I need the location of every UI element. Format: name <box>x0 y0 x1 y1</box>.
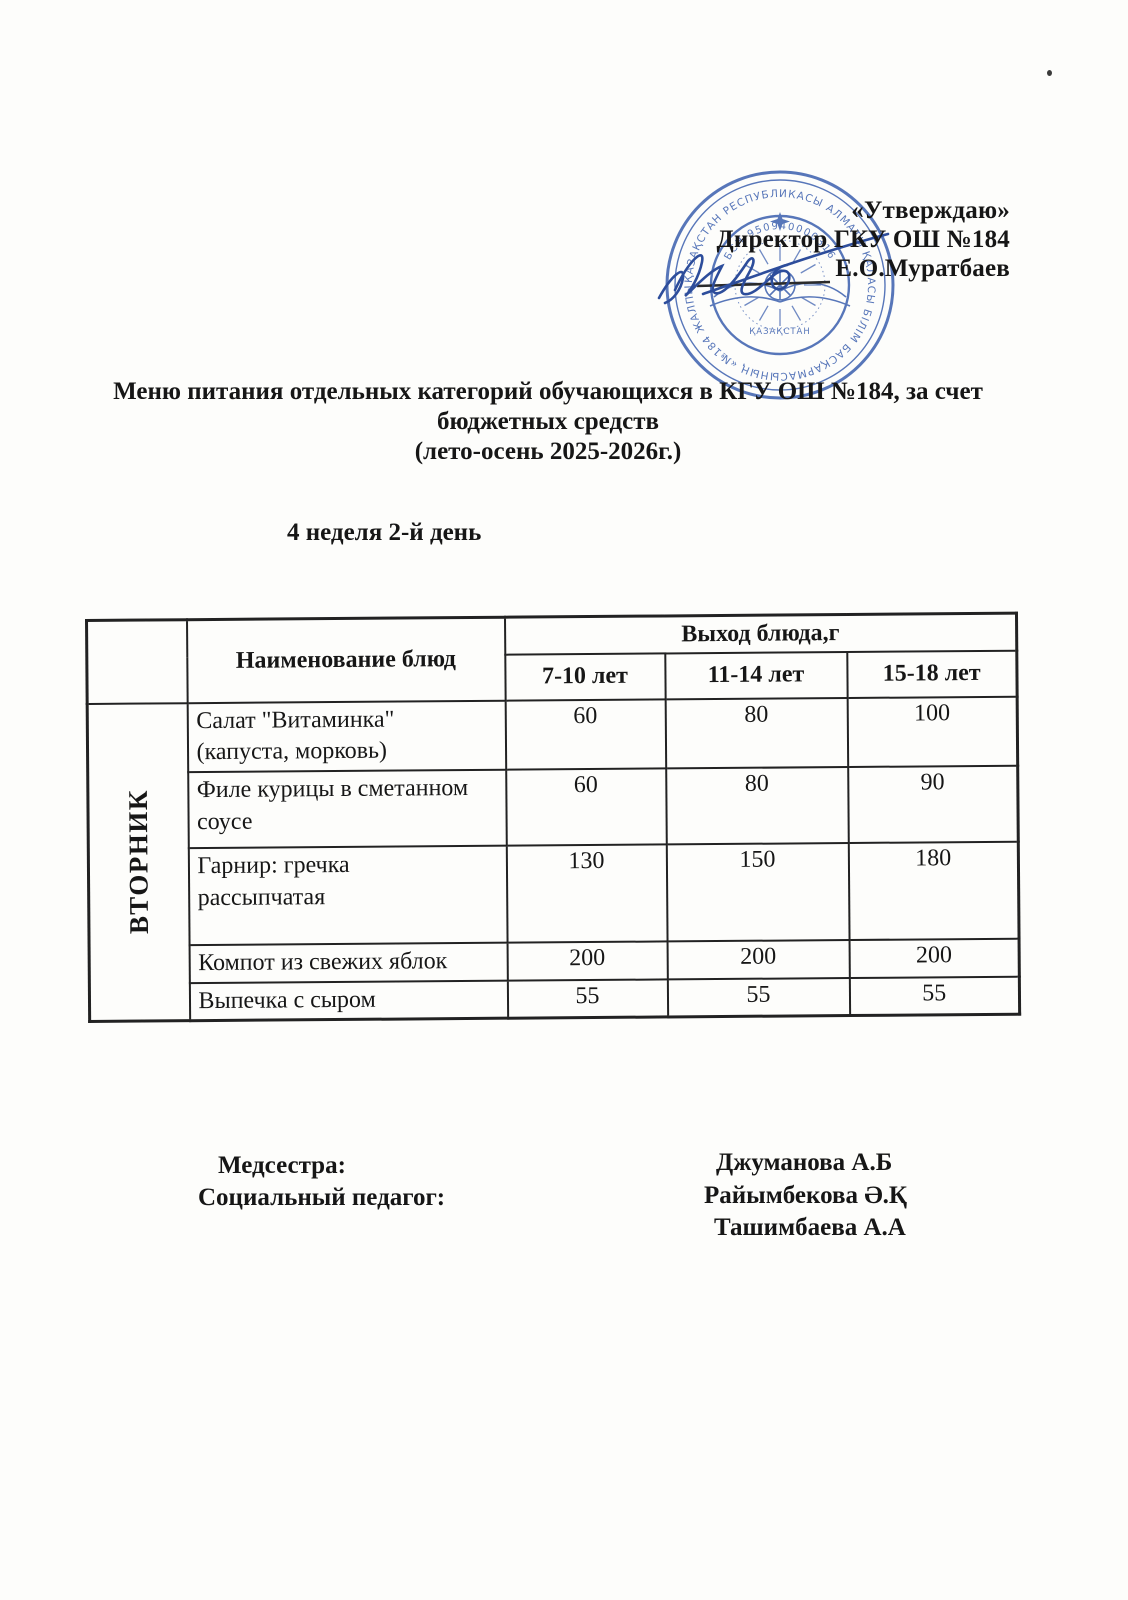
table-row: Филе курицы в сметанном соусе 60 80 90 <box>88 765 1019 849</box>
corner-cell <box>86 619 188 704</box>
portion-7-10: 55 <box>507 978 668 1019</box>
output-group-header: Выход блюда,г <box>504 613 1017 655</box>
dish-name: Компот из свежих яблок <box>189 942 508 983</box>
dish-column-header: Наименование блюд <box>186 617 506 703</box>
signatory-name: Джуманова А.Б <box>716 1149 893 1176</box>
dish-name: Филе курицы в сметанном соусе <box>187 769 507 849</box>
approval-quote: «Утверждаю» <box>851 197 1010 224</box>
director-signature <box>657 232 890 305</box>
portion-15-18: 200 <box>849 938 1020 978</box>
approval-director-name: Е.О.Муратбаев <box>835 255 1010 282</box>
approval-director-line: Директор ГКУ ОШ №184 <box>716 226 1010 253</box>
portion-11-14: 55 <box>667 977 850 1018</box>
portion-15-18: 90 <box>847 765 1019 843</box>
age-header-7-10: 7-10 лет <box>504 652 666 701</box>
signatory-name: Райымбекова Ә.Қ <box>704 1182 908 1209</box>
day-label: ВТОРНИК <box>122 789 154 935</box>
signatory-name: Ташимбаева А.А <box>714 1214 906 1241</box>
menu-table: Наименование блюд Выход блюда,г 7-10 лет… <box>85 611 1022 1024</box>
day-cell: ВТОРНИК <box>87 702 190 1022</box>
week-day-subtitle: 4 неделя 2-й день <box>287 519 482 546</box>
emblem-star <box>770 212 790 231</box>
portion-7-10: 130 <box>506 844 668 943</box>
portion-7-10: 60 <box>505 698 666 770</box>
table-row: Выпечка с сыром 55 55 55 <box>89 976 1020 1021</box>
dish-name: Салат "Витаминка" (капуста, морковь) <box>187 700 506 773</box>
seal-center-text: ҚАЗАҚСТАН <box>749 327 810 337</box>
portion-7-10: 200 <box>507 941 668 981</box>
table-row: Гарнир: гречка рассыпчатая 130 150 180 <box>88 841 1020 946</box>
approval-block: «Утверждаю» Директор ГКУ ОШ №184 Е.О.Мур… <box>590 196 1010 283</box>
portion-15-18: 180 <box>848 841 1020 940</box>
portion-11-14: 80 <box>665 766 849 845</box>
age-header-11-14: 11-14 лет <box>664 651 848 699</box>
portion-11-14: 200 <box>667 939 850 979</box>
portion-11-14: 150 <box>666 842 850 942</box>
dish-name: Выпечка с сыром <box>189 980 508 1021</box>
dish-name: Гарнир: гречка рассыпчатая <box>188 845 508 946</box>
ink-speck <box>1047 70 1052 76</box>
portion-15-18: 55 <box>849 976 1020 1016</box>
document-title: Меню питания отдельных категорий обучающ… <box>68 377 1028 467</box>
portion-7-10: 60 <box>505 768 667 846</box>
age-header-15-18: 15-18 лет <box>846 650 1018 698</box>
portion-15-18: 100 <box>847 696 1018 767</box>
table-row: ВТОРНИК Салат "Витаминка" (капуста, морк… <box>87 696 1018 1022</box>
portion-11-14: 80 <box>665 697 848 769</box>
school-seal-stamp: ҚАЗАҚСТАН РЕСПУБЛИКАСЫ АЛМАТЫ ҚАЛАСЫ БІЛ… <box>660 165 895 400</box>
title-line-1: Меню питания отдельных категорий обучающ… <box>113 378 983 405</box>
role-nurse: Медсестра: <box>218 1152 346 1179</box>
title-line-3: (лето-осень 2025-2026г.) <box>414 438 682 465</box>
title-line-2: бюджетных средств <box>437 408 659 435</box>
role-social-pedagogue: Социальный педагог: <box>198 1184 446 1211</box>
